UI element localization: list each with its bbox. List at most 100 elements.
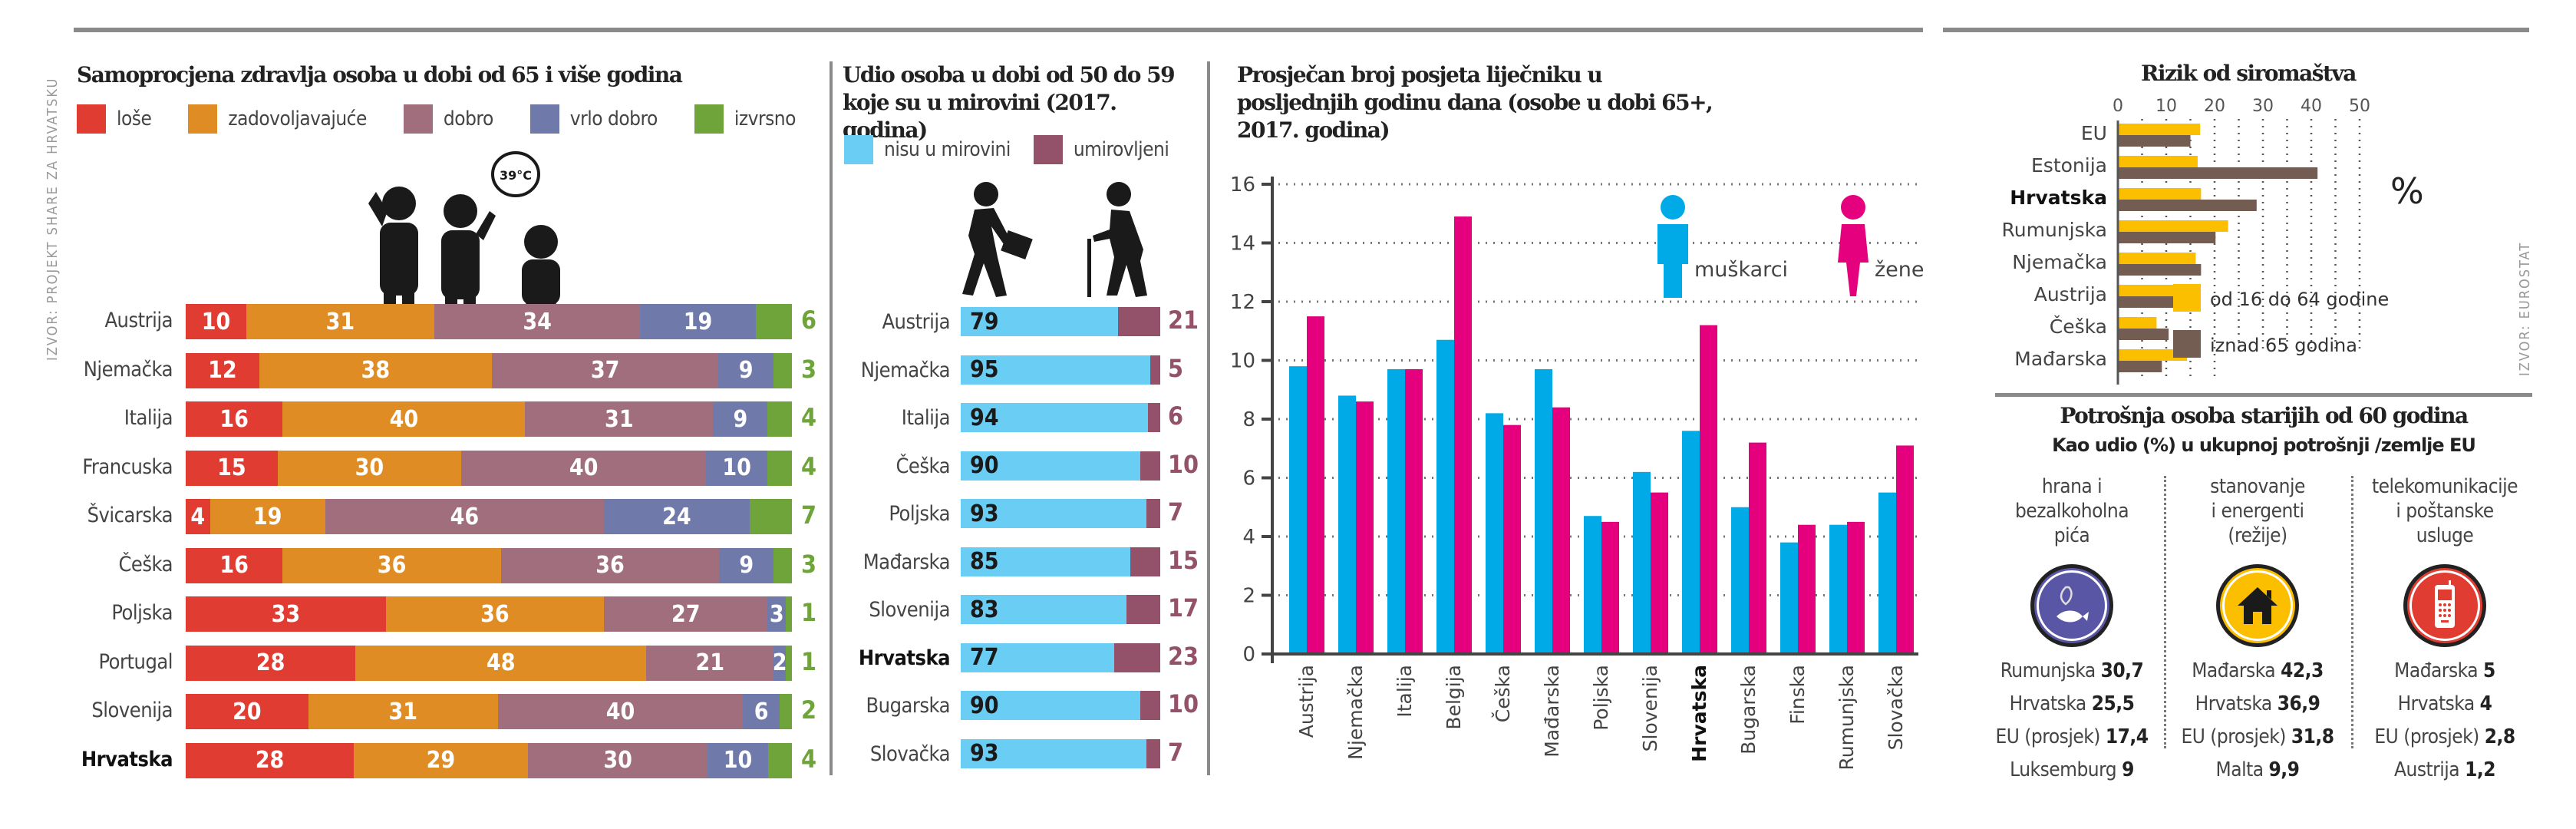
doctor-visits-title-text: Prosječan broj posjeta liječniku u poslj… xyxy=(1237,62,1713,143)
stacked-bar: 16 40 31 9 xyxy=(186,401,792,437)
bar-age-16-64 xyxy=(2118,188,2202,200)
row-label: Njemačka xyxy=(2012,251,2107,273)
x-tick-label: Belgija xyxy=(1443,665,1465,730)
bar-segment-vrlo-dobro: 10 xyxy=(707,742,768,778)
bar-men xyxy=(1436,339,1454,654)
consumption-row: Hrvatska 4 xyxy=(2349,692,2541,716)
stacked-bar: 79 xyxy=(961,307,1160,336)
retirement-title-text: Udio osoba u dobi od 50 do 59 koje su u … xyxy=(843,62,1176,143)
y-tick-label: 12 xyxy=(1230,291,1255,314)
bar-segment-dobro: 40 xyxy=(497,694,744,729)
end-value-label: 4 xyxy=(801,451,817,481)
bar-segment-izvrsno xyxy=(767,401,792,437)
retirement-chart-title: Udio osoba u dobi od 50 do 59 koje su u … xyxy=(843,61,1203,144)
legend-swatch xyxy=(1033,135,1063,164)
legend-swatch xyxy=(2173,284,2201,312)
bar-segment-zadovoljavajuće: 31 xyxy=(246,304,434,339)
bar-age-16-64 xyxy=(2118,317,2157,329)
end-value-label: 4 xyxy=(801,403,817,432)
bar-segment-vrlo-dobro: 2 xyxy=(773,645,787,681)
bar-segment-izvrsno xyxy=(755,304,792,339)
male-figure-icon xyxy=(1657,195,1688,298)
bar-segment-dobro: 34 xyxy=(434,304,641,339)
category-label-line: telekomunikacije xyxy=(2371,475,2518,498)
bar-women xyxy=(1651,492,1668,654)
retirement-legend: nisu u mirovini umirovljeni xyxy=(844,135,1192,164)
bar-segment-loše: 28 xyxy=(186,645,356,681)
row-label: Italija xyxy=(124,406,173,430)
bar-segment-vrlo-dobro: 6 xyxy=(743,694,780,729)
bar-segment-vrlo-dobro: 9 xyxy=(719,547,774,583)
category-label-line: usluge xyxy=(2416,524,2474,547)
bar-women xyxy=(1749,442,1766,654)
stacked-bar: 93 xyxy=(961,738,1160,768)
bar-segment-vrlo-dobro: 24 xyxy=(604,499,750,534)
row-label: Hrvatska xyxy=(858,646,951,670)
bar-segment-zadovoljavajuće: 48 xyxy=(355,645,647,681)
consumption-row: Mađarska 5 xyxy=(2349,659,2541,683)
row-label: Austrija xyxy=(882,310,950,334)
legend-label: loše xyxy=(117,107,152,130)
x-tick-label: Slovačka xyxy=(1885,665,1907,750)
y-tick-label: 10 xyxy=(1230,350,1255,373)
bar-segment-dobro: 31 xyxy=(525,401,714,437)
stacked-bar: 77 xyxy=(961,642,1160,672)
bar-segment-izvrsno xyxy=(773,352,792,388)
row-label: Češka xyxy=(895,454,950,478)
y-tick-label: 6 xyxy=(1242,467,1255,490)
stacked-bar: 12 38 37 9 xyxy=(186,352,792,388)
end-value-label: 1 xyxy=(801,646,817,676)
bar-segment-dobro: 46 xyxy=(325,499,605,534)
column-divider xyxy=(2164,476,2166,748)
bar-segment-loše: 33 xyxy=(186,596,386,632)
legend-label: dobro xyxy=(443,107,493,130)
legend-swatch xyxy=(2173,330,2201,358)
bar-segment-loše: 16 xyxy=(186,401,283,437)
bar-segment-not-retired: 77 xyxy=(961,642,1115,672)
bar-segment-retired xyxy=(1140,691,1160,720)
bar-women xyxy=(1307,316,1324,654)
bar-men xyxy=(1878,492,1896,654)
y-tick-label: 2 xyxy=(1242,585,1255,608)
bar-men xyxy=(1633,471,1651,654)
bar-segment-not-retired: 93 xyxy=(961,499,1146,528)
bar-age-65-plus xyxy=(2118,329,2169,340)
consumption-value: 25,5 xyxy=(2091,692,2135,715)
stacked-bar: 95 xyxy=(961,355,1160,385)
x-tick-label: Njemačka xyxy=(1344,665,1367,760)
category-label: hrana i bezalkoholna pića xyxy=(1980,474,2164,548)
legend-item: loše xyxy=(77,104,152,134)
bar-men xyxy=(1584,516,1601,654)
stacked-bar: 10 31 34 19 xyxy=(186,304,792,339)
row-label: Njemačka xyxy=(860,358,951,382)
row-label: Slovenija xyxy=(91,699,173,722)
bar-segment-izvrsno xyxy=(780,694,792,729)
x-tick-label: Finska xyxy=(1786,665,1809,725)
stacked-bar: 33 36 27 3 xyxy=(186,596,792,632)
row-label: Hrvatska xyxy=(2010,187,2107,209)
legend-swatch xyxy=(188,104,218,134)
legend-item: nisu u mirovini xyxy=(844,135,1011,164)
x-tick-label: Češka xyxy=(1491,665,1514,722)
row-label: Rumunjska xyxy=(2002,219,2107,241)
bar-segment-zadovoljavajuće: 38 xyxy=(259,352,492,388)
bar-segment-dobro: 40 xyxy=(461,450,707,486)
consumption-row: Malta 9,9 xyxy=(2162,758,2353,782)
country-name: Hrvatska xyxy=(2009,692,2092,715)
bar-segment-loše: 20 xyxy=(186,694,308,729)
end-value-label: 6 xyxy=(1168,401,1184,431)
country-name: EU (prosjek) xyxy=(1995,725,2106,748)
bar-segment-retired xyxy=(1150,355,1160,385)
bar-age-16-64 xyxy=(2118,253,2196,264)
bar-women xyxy=(1601,521,1619,654)
row-label: Estonija xyxy=(2031,154,2107,177)
legend-item: dobro xyxy=(403,104,493,134)
consumption-value: 9,9 xyxy=(2268,758,2300,781)
bar-women xyxy=(1405,368,1423,654)
consumption-row: Hrvatska 36,9 xyxy=(2162,692,2353,716)
category-label-line: bezalkoholna xyxy=(2014,500,2129,523)
bar-age-65-plus xyxy=(2118,361,2162,372)
bar-segment-dobro: 30 xyxy=(527,742,708,778)
country-name: Mađarska xyxy=(2192,659,2281,682)
bar-segment-zadovoljavajuće: 36 xyxy=(282,547,501,583)
